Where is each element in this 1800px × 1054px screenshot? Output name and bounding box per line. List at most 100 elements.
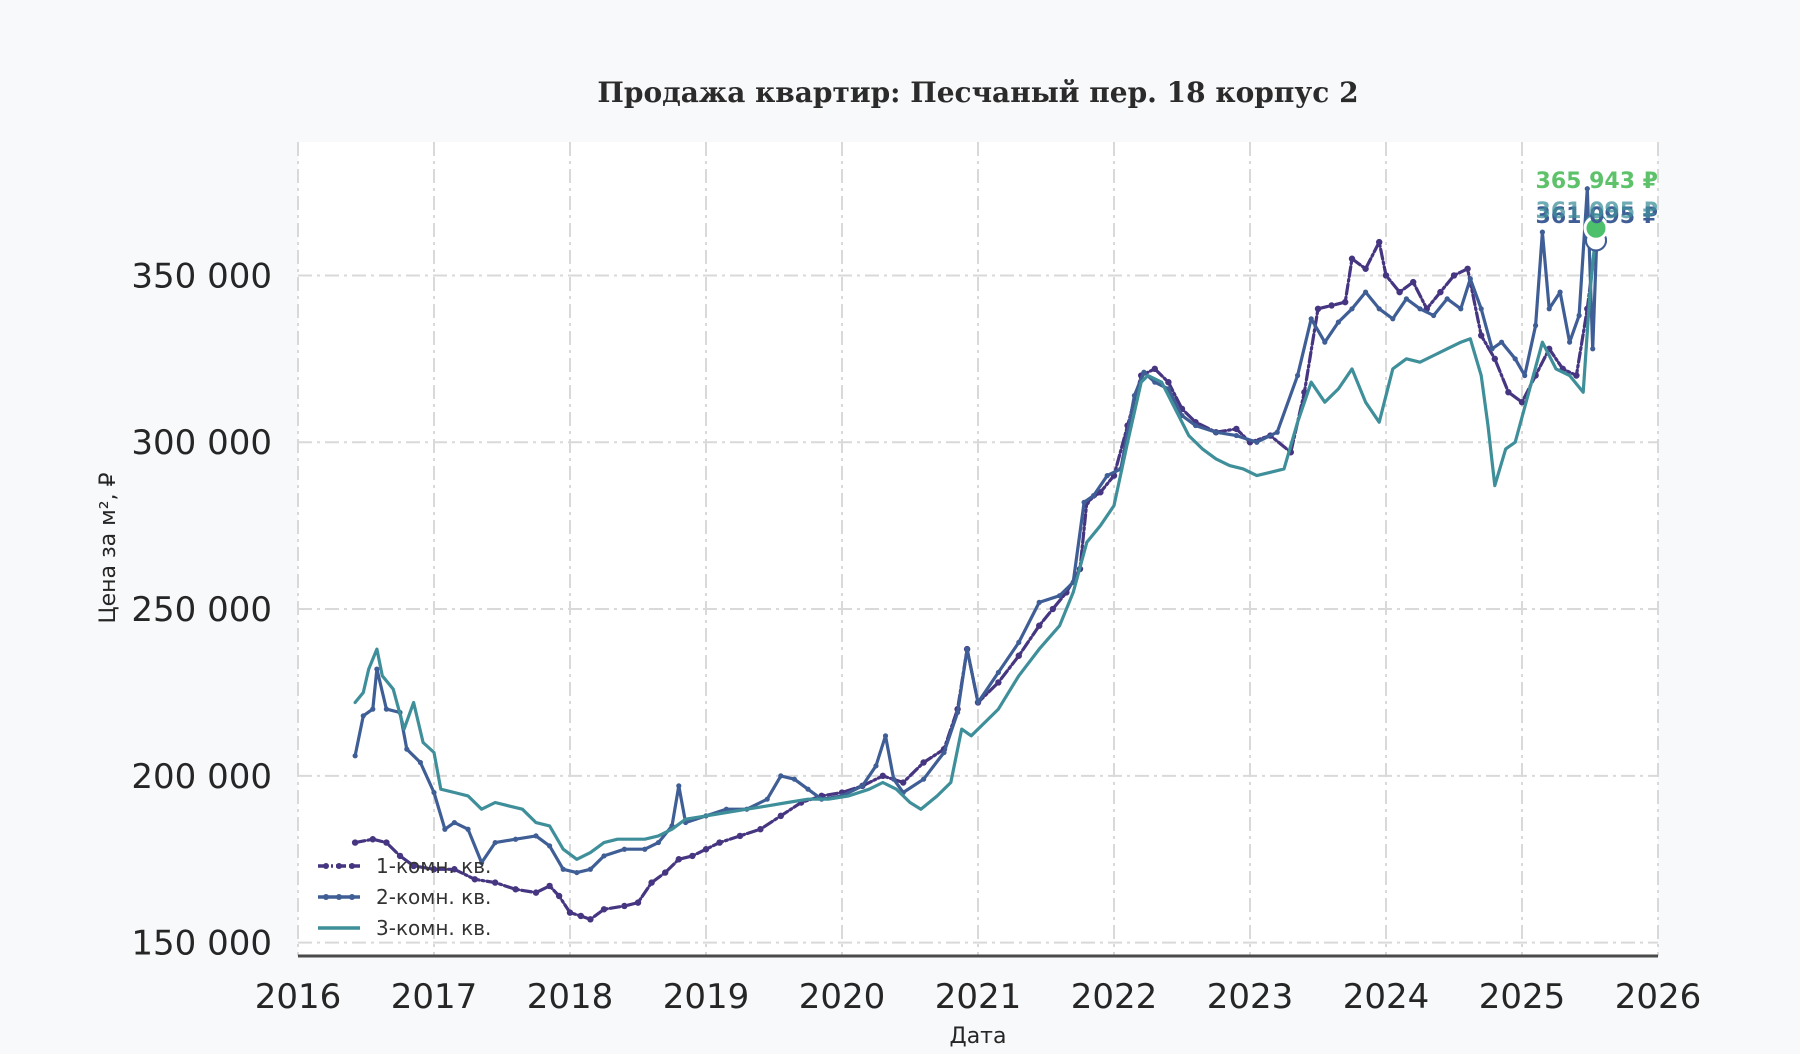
data-point-1 — [1464, 265, 1471, 272]
data-point-2 — [1522, 372, 1528, 379]
data-point-2 — [805, 786, 811, 792]
data-point-2 — [1081, 499, 1087, 505]
data-point-2 — [1533, 322, 1539, 329]
y-tick-label: 350 000 — [131, 256, 272, 296]
data-point-1 — [777, 812, 784, 820]
data-point-1 — [757, 826, 764, 833]
data-point-1 — [1151, 365, 1159, 373]
data-point-2 — [882, 733, 889, 739]
data-point-1 — [532, 889, 540, 896]
data-point-2 — [1213, 429, 1219, 435]
y-tick-label: 300 000 — [131, 423, 272, 463]
data-point-2 — [1444, 296, 1450, 302]
data-point-1 — [900, 779, 907, 786]
data-point-1 — [430, 866, 438, 873]
data-point-2 — [1431, 312, 1437, 319]
data-point-2 — [1349, 306, 1355, 312]
data-point-1 — [351, 839, 359, 846]
data-point-2 — [383, 706, 389, 712]
data-point-1 — [471, 876, 478, 883]
data-point-2 — [1057, 593, 1063, 599]
x-tick-label: 2018 — [527, 977, 614, 1017]
data-point-1 — [1478, 332, 1485, 339]
data-point-1 — [662, 869, 669, 876]
data-point-2 — [1363, 289, 1369, 295]
data-point-1 — [546, 882, 553, 890]
x-tick-label: 2021 — [935, 977, 1022, 1017]
data-point-1 — [1518, 399, 1526, 406]
data-point-2 — [975, 699, 981, 706]
data-point-1 — [689, 852, 696, 860]
ticks: 2016 2017 2018 2019 2020 2021 2022 2023 2024 2025… — [131, 256, 1701, 1017]
data-point-2 — [1567, 339, 1573, 345]
legend-label-1: 1-комн. кв. — [376, 854, 491, 878]
y-axis-label: Цена за м², ₽ — [96, 472, 121, 623]
data-point-2 — [1403, 296, 1409, 302]
data-point-2 — [1390, 316, 1396, 322]
x-tick-label: 2020 — [799, 977, 886, 1017]
data-point-2 — [1512, 356, 1518, 362]
data-point-1 — [1233, 425, 1240, 433]
end-value-label-2: 361 095 ₽ — [1536, 204, 1658, 229]
data-point-2 — [1417, 306, 1423, 312]
data-point-2 — [891, 776, 897, 782]
data-point-2 — [1539, 229, 1545, 235]
data-point-2 — [417, 759, 423, 766]
data-point-2 — [1576, 312, 1582, 319]
data-point-2 — [1091, 493, 1097, 499]
data-point-2 — [1467, 276, 1473, 282]
data-point-1 — [396, 852, 404, 860]
legend-label-3: 3-комн. кв. — [376, 916, 491, 940]
legend-label-2: 2-комн. кв. — [376, 885, 491, 909]
data-point-1 — [600, 906, 608, 913]
data-point-2 — [1141, 369, 1147, 375]
data-point-2 — [764, 796, 770, 802]
data-point-2 — [1458, 306, 1464, 312]
data-point-2 — [723, 806, 730, 812]
series-lines — [351, 186, 1601, 923]
data-point-2 — [352, 753, 358, 759]
data-point-2 — [778, 773, 784, 779]
data-point-2 — [1104, 473, 1110, 479]
data-point-1 — [1505, 389, 1512, 396]
data-point-2 — [859, 783, 866, 789]
x-tick-label: 2024 — [1343, 977, 1430, 1017]
data-point-2 — [1478, 306, 1484, 312]
data-point-2 — [1308, 316, 1314, 322]
y-tick-label: 150 000 — [131, 924, 272, 964]
data-point-2 — [1590, 346, 1596, 352]
data-point-1 — [587, 916, 594, 923]
data-point-2 — [1016, 639, 1022, 646]
legend-swatch-marker — [349, 863, 355, 869]
data-point-1 — [1049, 605, 1057, 613]
data-point-1 — [555, 892, 563, 900]
data-point-2 — [1489, 346, 1495, 352]
legend: 1-комн. кв. 2-комн. кв. 3-комн. кв. — [318, 854, 491, 940]
data-point-2 — [1376, 306, 1382, 312]
data-point-1 — [566, 909, 574, 916]
data-point-2 — [513, 836, 519, 842]
data-point-1 — [577, 912, 585, 920]
data-point-1 — [995, 679, 1002, 686]
data-point-1 — [1410, 278, 1417, 286]
y-tick-label: 250 000 — [131, 590, 272, 630]
data-point-1 — [451, 866, 458, 873]
data-point-2 — [547, 843, 553, 849]
data-point-1 — [1015, 652, 1022, 659]
data-point-2 — [676, 783, 682, 789]
x-tick-label: 2022 — [1071, 977, 1158, 1017]
x-tick-label: 2025 — [1479, 977, 1566, 1017]
data-point-2 — [791, 776, 798, 782]
data-point-2 — [442, 826, 448, 832]
data-point-1 — [1165, 378, 1172, 386]
data-point-1 — [1573, 372, 1580, 379]
data-point-2 — [1546, 306, 1552, 312]
data-point-1 — [410, 862, 417, 870]
data-point-2 — [479, 859, 485, 866]
data-point-2 — [431, 789, 437, 796]
end-value-label-3: 361 095 ₽ — [1536, 199, 1658, 224]
data-point-1 — [634, 899, 642, 906]
data-point-2 — [1499, 339, 1505, 345]
